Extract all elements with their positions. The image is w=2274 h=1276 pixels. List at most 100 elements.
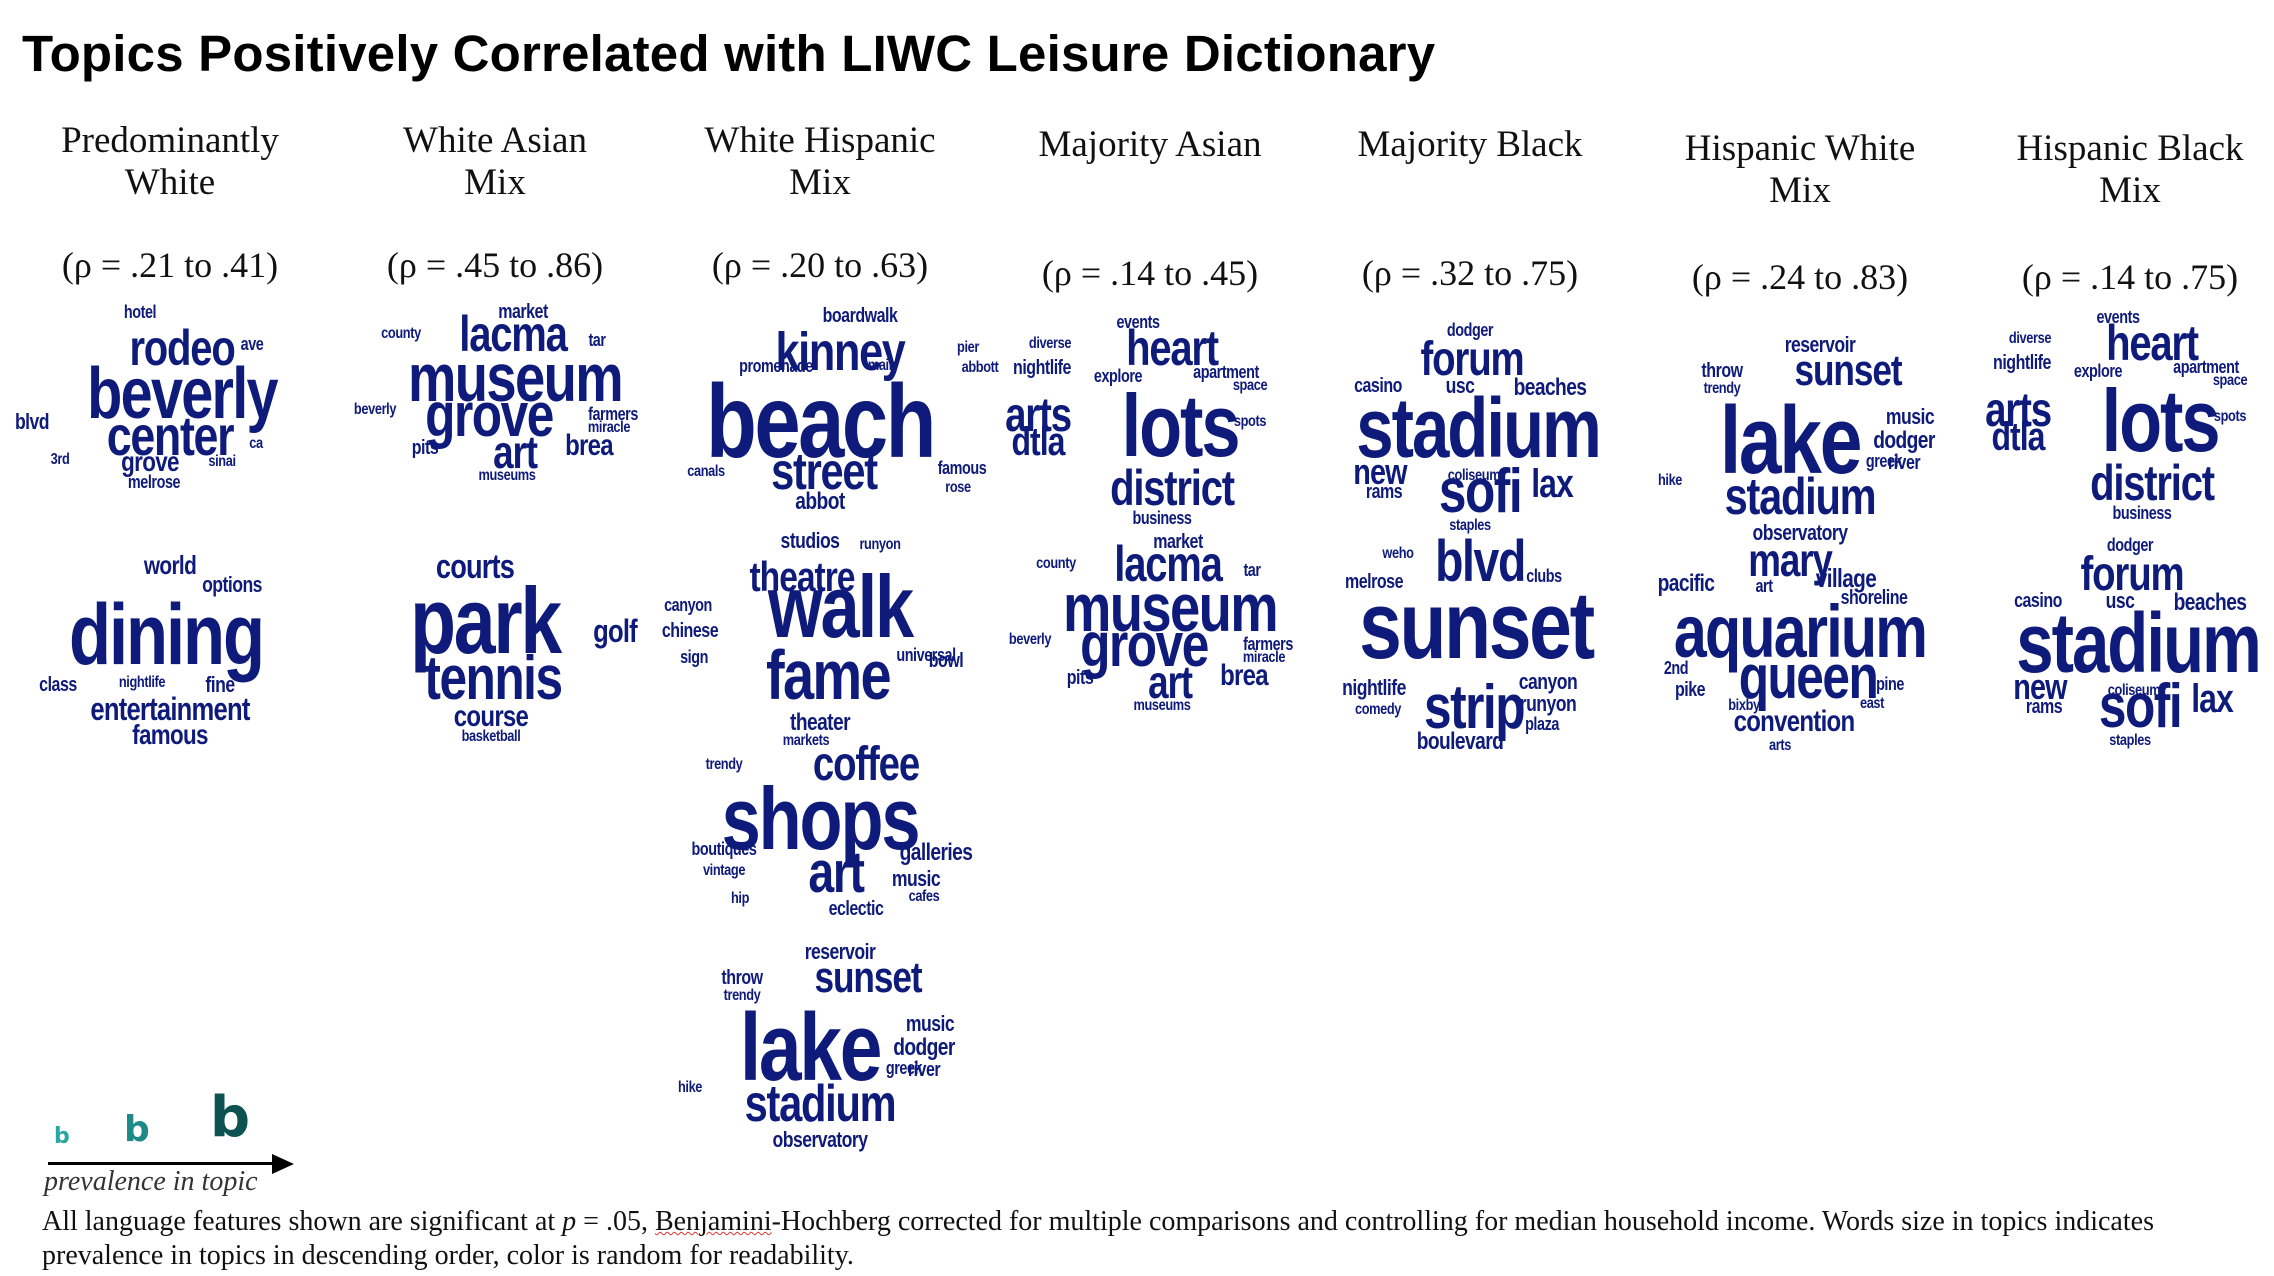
word-cloud: mary pacific village art shoreline aquarium 2n… <box>1640 537 1960 785</box>
cloud-word: throw <box>1701 360 1743 382</box>
cloud-word: ave <box>240 334 264 354</box>
cloud-word: fine <box>205 672 235 697</box>
cloud-word: pacific <box>1657 570 1715 597</box>
cloud-word: trendy <box>723 987 761 1004</box>
word-cloud: weho blvd melrose clubs sunset nightlife canyo… <box>1310 533 1630 785</box>
column-header-line2: Mix <box>2099 170 2161 211</box>
cloud-word: stadium <box>2016 596 2262 690</box>
cloud-word: brea <box>1220 659 1269 692</box>
cloud-word: dtla <box>1991 415 2045 459</box>
cloud-word: shoreline <box>1840 587 1908 609</box>
cloud-word: brea <box>565 429 614 462</box>
cloud-word: art <box>808 840 865 905</box>
footnote: All language features shown are signific… <box>42 1205 2252 1273</box>
cloud-word: business <box>1132 508 1192 528</box>
cloud-word: pike <box>1674 679 1706 701</box>
cloud-word: arts <box>1985 384 2052 437</box>
cloud-word: markets <box>782 732 830 749</box>
cloud-word: space <box>2212 372 2248 389</box>
cloud-word: lake <box>739 994 883 1101</box>
column-header-line1: White Asian <box>403 120 587 161</box>
cloud-word: beverly <box>1008 631 1052 648</box>
word-cloud: dodger forum casino usc beaches stadium new col… <box>1970 536 2274 780</box>
cloud-word: 3rd <box>50 451 70 468</box>
cloud-word: coffee <box>812 738 920 791</box>
cloud-word: rams <box>1365 481 1403 503</box>
legend-letter-small: b <box>54 1124 70 1149</box>
word-cloud: market county lacma tar museum beverly grove fa… <box>990 532 1310 775</box>
cloud-word: rams <box>2025 696 2063 718</box>
cloud-word: sunset <box>1359 572 1595 679</box>
cloud-word: nightlife <box>118 674 166 691</box>
column-header-line2: Mix <box>464 162 526 203</box>
cloud-word: lacma <box>459 306 568 362</box>
column-header: Majority Asian <box>990 124 1310 166</box>
cloud-word: sunset <box>814 953 922 1002</box>
column-header-line1: Hispanic Black <box>2016 128 2244 169</box>
cloud-word: greek <box>885 1058 923 1078</box>
column-header-line2: Mix <box>789 162 851 203</box>
cloud-word: weho <box>1382 545 1414 562</box>
legend-letter-medium: b <box>124 1109 150 1150</box>
cloud-word: convention <box>1733 705 1856 738</box>
column-header-line2: Mix <box>1769 170 1831 211</box>
cloud-word: sofi <box>2098 672 2183 741</box>
cloud-word: east <box>1859 695 1885 712</box>
cloud-word: theatre <box>749 553 856 600</box>
cloud-word: blvd <box>14 409 50 434</box>
cloud-word: rose <box>945 479 971 496</box>
cloud-word: street <box>771 443 878 501</box>
cloud-word: stadium <box>1356 381 1602 475</box>
cloud-word: trendy <box>705 756 743 773</box>
cloud-word: lots <box>2101 371 2221 470</box>
cloud-word: bixby <box>1728 697 1760 714</box>
cloud-word: museum <box>408 340 624 416</box>
correlation-range: (ρ = .21 to .41) <box>61 245 279 285</box>
legend-caption: prevalence in topic <box>44 1166 258 1197</box>
cloud-word: golf <box>593 613 638 649</box>
cloud-word: district <box>1110 460 1235 516</box>
cloud-word: county <box>1036 555 1076 572</box>
cloud-word: river <box>1887 452 1921 474</box>
cloud-word: art <box>1755 576 1773 596</box>
word-cloud: events diverse heart nightlife explore apartm… <box>990 313 1310 555</box>
cloud-word: coliseum <box>1447 467 1501 484</box>
column-header: Hispanic Black Mix <box>1970 128 2274 212</box>
cloud-word: abbott <box>961 359 999 376</box>
cloud-word: center <box>106 404 235 467</box>
cloud-word: observatory <box>1752 520 1848 545</box>
cloud-word: dodger <box>1446 320 1494 340</box>
cloud-word: stadium <box>1724 468 1877 526</box>
cloud-word: casino <box>1354 375 1402 397</box>
column-header-line2: White <box>124 162 216 203</box>
cloud-word: art <box>493 426 538 478</box>
word-cloud: boardwalk kinney pier promenade main abbott be… <box>660 306 999 545</box>
cloud-word: village <box>1815 563 1877 593</box>
cloud-word: studios <box>780 528 840 553</box>
cloud-word: farmers <box>588 404 638 424</box>
cloud-word: sign <box>680 647 708 667</box>
cloud-word: canyon <box>664 595 712 615</box>
cloud-word: nightlife <box>1013 357 1071 379</box>
legend-arrow-head <box>272 1154 294 1174</box>
cloud-word: forum <box>2080 548 2184 601</box>
prevalence-legend: b b b prevalence in topic <box>40 1090 294 1200</box>
cloud-word: chinese <box>661 620 719 642</box>
cloud-word: museums <box>1133 697 1191 714</box>
cloud-word: museums <box>478 467 536 484</box>
cloud-word: runyon <box>859 536 901 553</box>
cloud-word: queen <box>1738 643 1879 712</box>
cloud-word: beverly <box>87 354 278 434</box>
cloud-word: nightlife <box>1993 352 2051 374</box>
cloud-word: art <box>1148 656 1193 708</box>
cloud-word: county <box>381 325 421 342</box>
cloud-word: casino <box>2014 590 2062 612</box>
cloud-word: theater <box>790 709 851 736</box>
cloud-word: observatory <box>772 1127 868 1152</box>
column-header: White Hispanic Mix <box>660 120 980 204</box>
cloud-word: boardwalk <box>822 305 898 327</box>
cloud-word: pits <box>1066 667 1094 689</box>
cloud-word: melrose <box>127 472 181 492</box>
cloud-word: clubs <box>1526 566 1562 586</box>
cloud-word: miracle <box>587 419 631 436</box>
